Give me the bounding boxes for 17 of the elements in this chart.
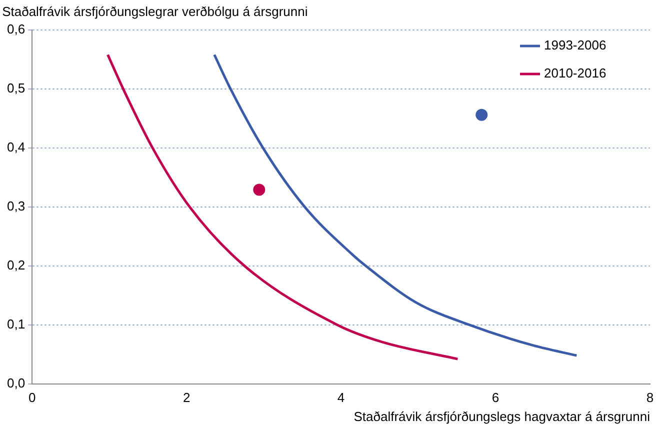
legend-label: 1993-2006	[544, 38, 606, 53]
x-tick-label: 4	[337, 390, 345, 406]
y-tick-label: 0,2	[6, 257, 26, 272]
x-tick-label: 8	[646, 390, 654, 406]
y-tick-label: 0,0	[6, 375, 26, 390]
y-tick-label: 0,6	[6, 22, 26, 37]
x-tick-label: 2	[182, 390, 190, 406]
y-tick-label: 0,3	[6, 198, 26, 214]
y-tick-label: 0,1	[6, 316, 26, 332]
legend-label: 2010-2016	[544, 66, 606, 81]
x-axis-title: Staðalfrávik ársfjórðungslegs hagvaxtar á ársgrunni	[354, 408, 650, 424]
x-tick-label: 0	[28, 390, 36, 406]
y-tick-label: 0,4	[6, 140, 26, 155]
y-tick-label: 0,5	[6, 80, 26, 96]
y-axis-title: Staðalfrávik ársfjórðungslegrar verðbólgu á ársgrunni	[2, 4, 308, 20]
x-tick-label: 6	[492, 390, 500, 406]
line-series	[106, 54, 459, 360]
